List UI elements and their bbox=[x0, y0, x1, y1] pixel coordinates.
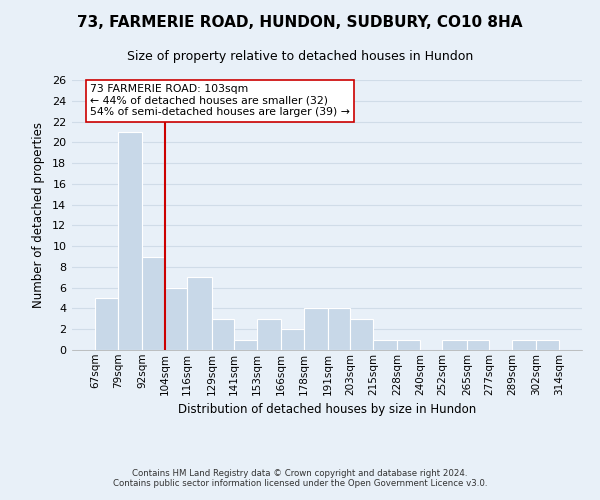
Bar bbox=[142, 256, 164, 350]
Bar bbox=[467, 340, 490, 350]
Bar bbox=[350, 319, 373, 350]
Text: Contains public sector information licensed under the Open Government Licence v3: Contains public sector information licen… bbox=[113, 478, 487, 488]
Bar bbox=[536, 340, 559, 350]
Bar bbox=[118, 132, 142, 350]
Bar bbox=[373, 340, 397, 350]
X-axis label: Distribution of detached houses by size in Hundon: Distribution of detached houses by size … bbox=[178, 403, 476, 416]
Bar bbox=[304, 308, 328, 350]
Text: Contains HM Land Registry data © Crown copyright and database right 2024.: Contains HM Land Registry data © Crown c… bbox=[132, 468, 468, 477]
Bar bbox=[212, 319, 234, 350]
Text: 73, FARMERIE ROAD, HUNDON, SUDBURY, CO10 8HA: 73, FARMERIE ROAD, HUNDON, SUDBURY, CO10… bbox=[77, 15, 523, 30]
Bar bbox=[95, 298, 118, 350]
Bar bbox=[512, 340, 536, 350]
Bar bbox=[257, 319, 281, 350]
Bar bbox=[187, 278, 212, 350]
Bar bbox=[234, 340, 257, 350]
Bar bbox=[281, 329, 304, 350]
Bar bbox=[397, 340, 420, 350]
Text: Size of property relative to detached houses in Hundon: Size of property relative to detached ho… bbox=[127, 50, 473, 63]
Bar bbox=[328, 308, 350, 350]
Bar bbox=[442, 340, 467, 350]
Bar bbox=[164, 288, 187, 350]
Y-axis label: Number of detached properties: Number of detached properties bbox=[32, 122, 45, 308]
Text: 73 FARMERIE ROAD: 103sqm
← 44% of detached houses are smaller (32)
54% of semi-d: 73 FARMERIE ROAD: 103sqm ← 44% of detach… bbox=[90, 84, 350, 117]
